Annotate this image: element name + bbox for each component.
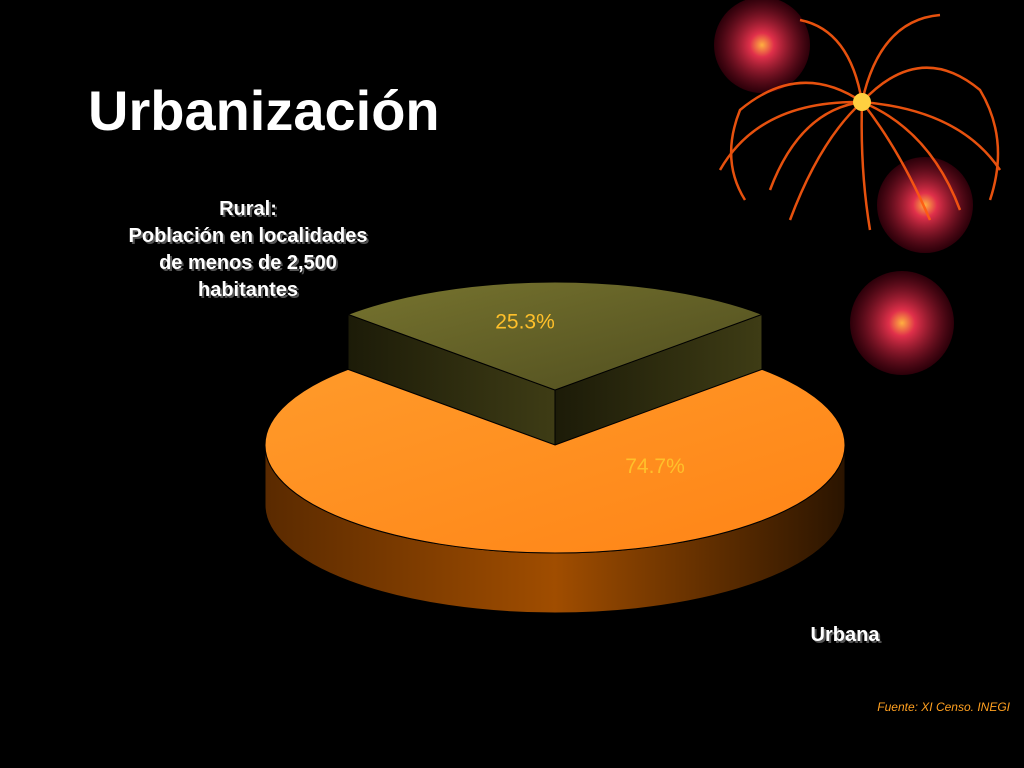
source-note: Fuente: XI Censo. INEGI <box>877 700 1010 714</box>
category-label: Rural: Población en localidades de menos… <box>128 198 368 301</box>
pie-slice <box>264 368 846 554</box>
value-label: 25.3% <box>495 311 555 334</box>
category-label: Urbana <box>810 624 880 646</box>
fireworks-decoration <box>714 0 1002 375</box>
pie-slice <box>346 281 764 391</box>
slide-title: Urbanización <box>88 79 440 142</box>
value-label: 74.7% <box>625 455 685 478</box>
